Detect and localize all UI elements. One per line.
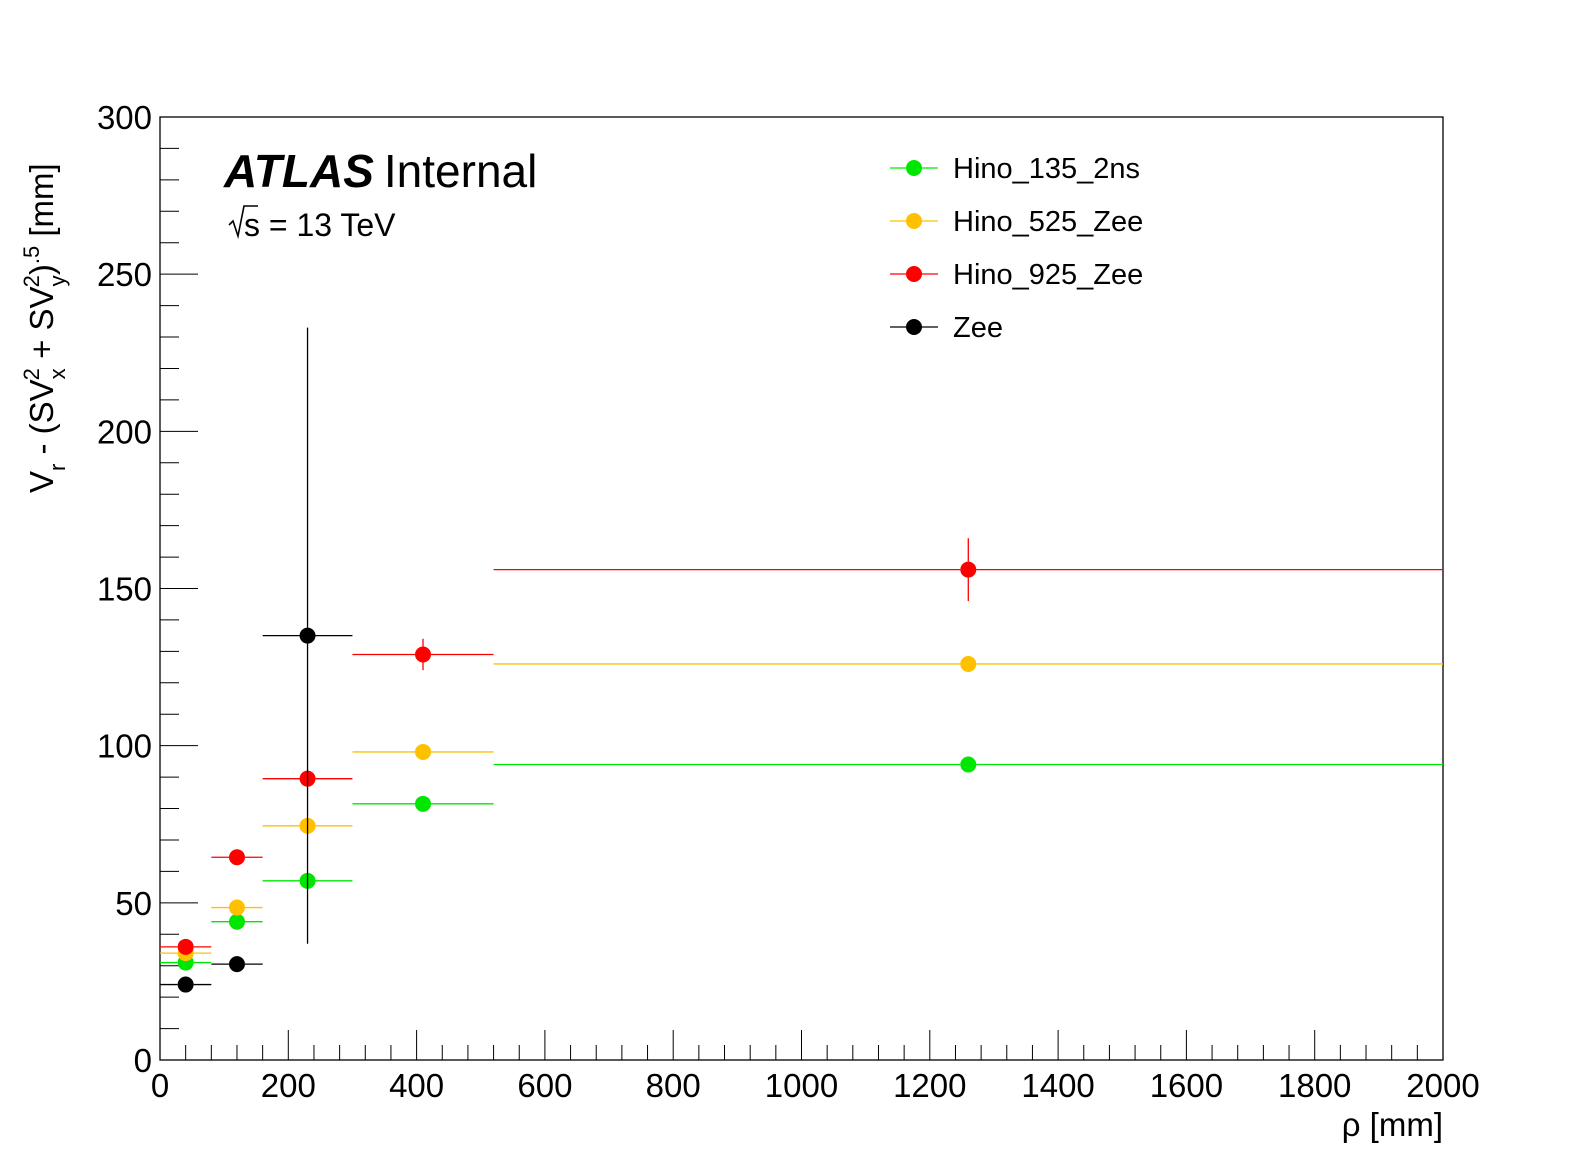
y-tick-label: 150 (97, 571, 152, 608)
series-hino-525-zee (160, 655, 1443, 962)
data-point (415, 646, 432, 663)
data-point (177, 976, 194, 993)
x-tick-label: 1000 (765, 1067, 838, 1104)
data-point (299, 627, 316, 644)
legend-marker (906, 213, 922, 229)
x-tick-label: 0 (151, 1067, 169, 1104)
legend-marker (906, 266, 922, 282)
ylabel-part: + SV (23, 286, 60, 368)
legend-marker (906, 319, 922, 335)
x-tick-label: 600 (517, 1067, 572, 1104)
ylabel-part: - (SV (23, 379, 60, 463)
series-hino-925-zee (160, 538, 1443, 955)
data-point (228, 913, 245, 930)
legend-label: Hino_525_Zee (953, 206, 1143, 238)
legend-item: Hino_135_2ns (890, 153, 1140, 185)
ylabel-part: ) (23, 264, 60, 275)
y-tick-label: 100 (97, 728, 152, 765)
legend-marker (906, 160, 922, 176)
axis-ticks (159, 116, 1444, 1061)
data-point (960, 655, 977, 672)
legend-item: Hino_925_Zee (890, 259, 1143, 291)
data-point (960, 756, 977, 773)
legend-label: Hino_925_Zee (953, 259, 1143, 291)
data-marks (160, 327, 1443, 993)
y-tick-label: 200 (97, 413, 152, 450)
ylabel-sup-2: 2 (19, 275, 44, 287)
data-point (228, 956, 245, 973)
x-tick-label: 1600 (1150, 1067, 1223, 1104)
energy-value: = 13 TeV (260, 207, 396, 243)
data-point (228, 849, 245, 866)
energy-label: s = 13 TeV (228, 205, 396, 243)
data-point (177, 938, 194, 955)
x-tick-label: 1400 (1021, 1067, 1094, 1104)
ylabel-sub-r: r (45, 464, 70, 471)
ylabel-sub-y: y (45, 275, 70, 286)
ylabel-part: V (23, 471, 60, 493)
series-hino-135-2ns (160, 756, 1443, 971)
atlas-status: Internal (384, 145, 537, 197)
atlas-name: ATLAS (223, 145, 374, 197)
atlas-label: ATLAS Internal (223, 145, 537, 197)
plot-frame (159, 116, 1444, 1061)
y-tick-label: 250 (97, 256, 152, 293)
x-tick-label: 200 (261, 1067, 316, 1104)
sqrt-symbol (228, 205, 258, 240)
x-tick-label: 800 (646, 1067, 701, 1104)
data-point (415, 743, 432, 760)
y-tick-label: 50 (115, 885, 152, 922)
data-point (228, 899, 245, 916)
x-tick-label: 2000 (1406, 1067, 1479, 1104)
ylabel-sup-2: 2 (19, 368, 44, 380)
legend-label: Hino_135_2ns (953, 153, 1140, 185)
energy-prefix: s (244, 207, 260, 243)
series-zee (160, 327, 353, 993)
x-tick-label: 1200 (893, 1067, 966, 1104)
axis-tick-labels: 0 200 400 600 800 1000 1200 1400 1600 1800 2000 0 50… (97, 99, 1480, 1104)
x-tick-label: 1800 (1278, 1067, 1351, 1104)
y-axis-title: Vr - (SVx2 + SVy2).5 [mm] (19, 163, 70, 493)
legend: Hino_135_2ns Hino_525_Zee Hino_925_Zee Zee (890, 153, 1143, 344)
y-tick-label: 300 (97, 99, 152, 136)
legend-item: Zee (890, 312, 1003, 344)
data-point (415, 795, 432, 812)
x-axis-title: ρ [mm] (1342, 1106, 1443, 1143)
ylabel-sub-x: x (45, 368, 70, 379)
legend-item: Hino_525_Zee (890, 206, 1143, 238)
data-point (960, 561, 977, 578)
ylabel-part: [mm] (23, 163, 60, 245)
ylabel-sup-5: .5 (19, 246, 44, 264)
x-tick-label: 400 (389, 1067, 444, 1104)
svg-text:s = 13 TeV: s = 13 TeV (244, 207, 396, 243)
legend-label: Zee (953, 312, 1003, 344)
y-tick-label: 0 (134, 1042, 152, 1079)
